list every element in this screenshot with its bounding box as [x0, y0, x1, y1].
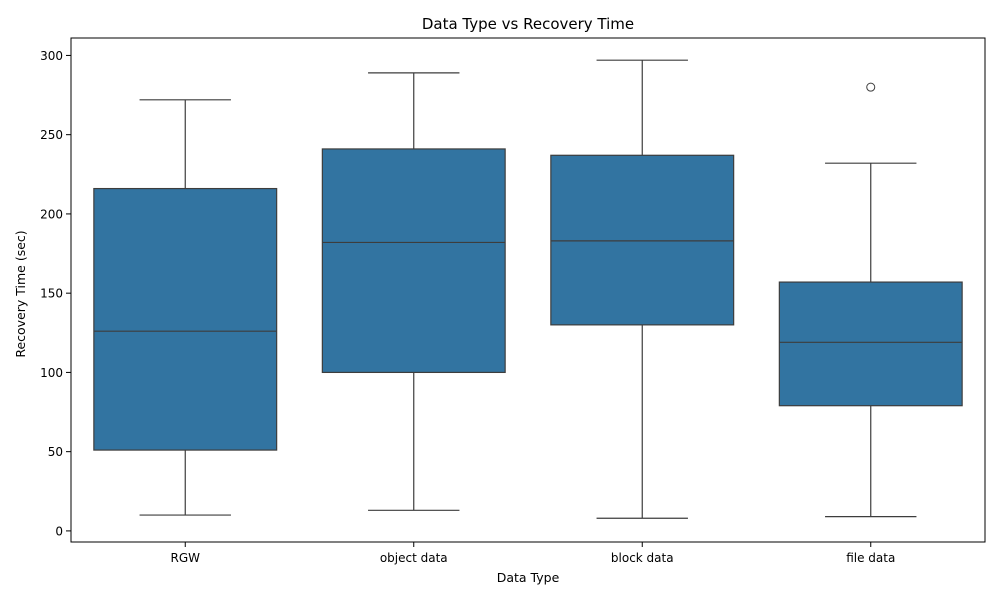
plot-frame: [70, 37, 986, 543]
x-tick-label: block data: [611, 551, 674, 565]
iqr-box: [321, 148, 506, 374]
y-tick-label: 150: [40, 287, 63, 301]
box-group-file-data: [778, 82, 963, 518]
box-group-rgw: [93, 99, 278, 516]
x-tick-label: object data: [380, 551, 448, 565]
plot-area: 0 50 100 150 200 250 300 RGW object data block da…: [40, 37, 986, 565]
outlier-point: [866, 82, 876, 92]
y-axis-label: Recovery Time (sec): [13, 230, 28, 357]
x-axis-label: Data Type: [497, 570, 560, 585]
y-tick-label: 50: [48, 445, 63, 459]
box-group-block-data: [550, 59, 735, 519]
x-tick-label: RGW: [170, 551, 200, 565]
iqr-box: [778, 281, 963, 407]
y-tick-label: 100: [40, 366, 63, 380]
x-tick-label: file data: [846, 551, 895, 565]
y-tick-label: 250: [40, 128, 63, 142]
iqr-box: [550, 154, 735, 326]
y-tick-label: 300: [40, 49, 63, 63]
box-group-object-data: [321, 72, 506, 511]
iqr-box: [93, 187, 278, 451]
y-tick-label: 0: [55, 524, 63, 538]
y-tick-label: 200: [40, 207, 63, 221]
chart-title: Data Type vs Recovery Time: [422, 15, 634, 33]
